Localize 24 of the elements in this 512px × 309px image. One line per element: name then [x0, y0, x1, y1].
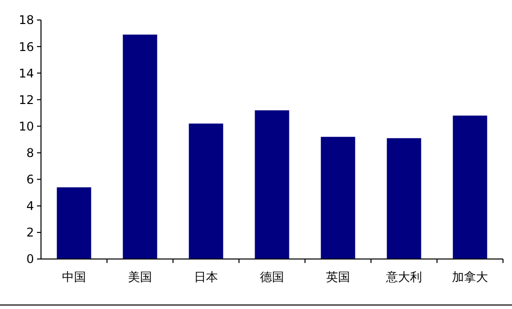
y-tick-label: 8: [26, 146, 34, 160]
y-tick-label: 14: [18, 66, 34, 80]
y-tick-label: 0: [26, 252, 34, 266]
y-tick-label: 10: [18, 119, 34, 134]
x-tick-label: 意大利: [385, 270, 422, 284]
y-tick-label: 12: [18, 92, 34, 107]
bar: [254, 110, 290, 259]
x-tick-label: 中国: [62, 270, 86, 284]
y-tick-label: 4: [26, 199, 34, 214]
bar: [452, 116, 488, 259]
x-tick-label: 德国: [260, 270, 284, 284]
y-tick-label: 2: [26, 226, 34, 240]
bar: [320, 136, 356, 259]
y-tick-label: 16: [18, 40, 34, 54]
bar: [386, 138, 422, 259]
x-tick-label: 美国: [128, 270, 152, 284]
x-tick-label: 日本: [194, 270, 218, 284]
x-tick-label: 英国: [326, 270, 350, 284]
y-tick-label: 18: [18, 13, 34, 28]
bar: [56, 187, 92, 259]
bar: [188, 124, 224, 259]
y-tick-label: 6: [26, 172, 34, 187]
x-tick-label: 加拿大: [452, 270, 488, 284]
bar: [122, 34, 158, 259]
